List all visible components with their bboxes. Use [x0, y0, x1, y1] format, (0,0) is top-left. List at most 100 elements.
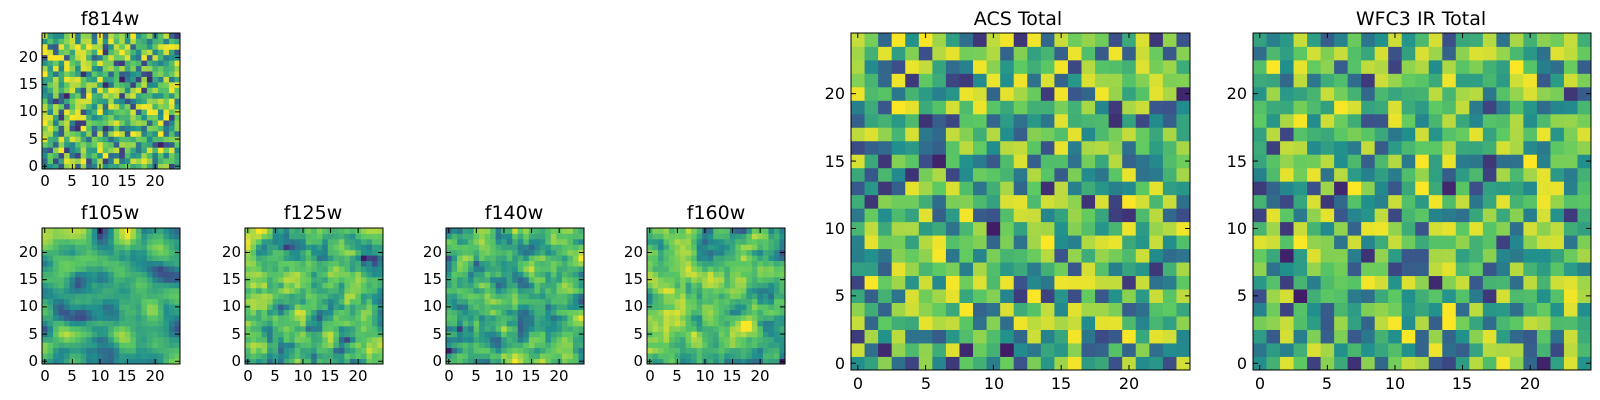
heatmap-cell — [47, 49, 54, 56]
heatmap-cell — [729, 271, 736, 278]
heatmap-cell — [724, 282, 731, 289]
heatmap-cell — [1334, 302, 1349, 317]
heatmap-cell — [479, 304, 486, 310]
heatmap-cell — [1293, 154, 1308, 169]
heatmap-cell — [360, 238, 367, 245]
heatmap-cell — [174, 158, 181, 164]
heatmap-cell — [322, 282, 329, 289]
heatmap-cell — [851, 33, 865, 47]
heatmap-cell — [366, 287, 373, 294]
heatmap-cell — [1176, 140, 1191, 155]
heatmap-cell — [141, 114, 148, 121]
heatmap-cell — [663, 287, 670, 294]
heatmap-cell — [86, 325, 93, 332]
heatmap-cell — [311, 353, 318, 359]
heatmap-cell — [245, 315, 251, 321]
heatmap-cell — [102, 271, 109, 278]
heatmap-cell — [495, 271, 502, 278]
heatmap-cell — [360, 260, 367, 267]
heatmap-cell — [135, 109, 142, 115]
heatmap-cell — [1550, 33, 1565, 47]
heatmap-cell — [146, 287, 153, 294]
heatmap-cell — [53, 49, 59, 56]
heatmap-cell — [130, 266, 137, 272]
heatmap-cell — [113, 358, 120, 365]
heatmap-cell — [146, 109, 153, 115]
heatmap-cell — [696, 260, 703, 267]
heatmap-cell — [47, 114, 54, 121]
heatmap-cell — [75, 293, 82, 300]
heatmap-cell — [674, 238, 681, 245]
heatmap-cell — [523, 298, 530, 305]
heatmap-cell — [163, 276, 170, 283]
heatmap-cell — [113, 238, 120, 245]
heatmap-cell — [113, 103, 120, 110]
heatmap-cell — [58, 315, 65, 321]
heatmap-cell — [685, 331, 692, 338]
heatmap-cell — [108, 309, 115, 316]
heatmap-cell — [473, 282, 480, 289]
heatmap-cell — [1388, 167, 1403, 182]
heatmap-cell — [157, 163, 164, 170]
heatmap-cell — [294, 358, 301, 365]
heatmap-cell — [163, 49, 170, 56]
heatmap-cell — [1388, 113, 1403, 128]
heatmap-cell — [851, 140, 865, 155]
heatmap-cell — [1523, 127, 1538, 142]
heatmap-cell — [658, 342, 664, 349]
heatmap-cell — [294, 304, 301, 310]
heatmap-cell — [658, 228, 664, 234]
heatmap-cell — [545, 287, 552, 294]
heatmap-cell — [1293, 33, 1308, 47]
heatmap-cell — [1027, 208, 1042, 223]
heatmap-cell — [762, 347, 769, 354]
heatmap-cell — [256, 282, 262, 289]
heatmap-cell — [75, 81, 82, 88]
heatmap-cell — [446, 315, 452, 321]
heatmap-cell — [349, 309, 356, 316]
heatmap-cell — [1536, 329, 1551, 344]
heatmap-cell — [1361, 194, 1376, 209]
heatmap-cell — [157, 331, 164, 338]
heatmap-cell — [366, 271, 373, 278]
heatmap-cell — [371, 271, 378, 278]
heatmap-cell — [97, 309, 104, 316]
heatmap-cell — [91, 320, 98, 327]
heatmap-cell — [707, 276, 714, 283]
heatmap-cell — [556, 353, 563, 359]
heatmap-cell — [512, 358, 519, 365]
heatmap-cell — [1054, 275, 1069, 290]
heatmap-cell — [462, 315, 469, 321]
heatmap-cell — [1162, 289, 1177, 303]
heatmap-cell — [42, 60, 48, 67]
heatmap-cell — [102, 71, 109, 77]
heatmap-cell — [278, 309, 285, 316]
heatmap-cell — [58, 255, 65, 262]
heatmap-cell — [572, 276, 579, 283]
heatmap-cell — [462, 266, 469, 272]
heatmap-cell — [1095, 262, 1110, 277]
heatmap-cell — [1320, 86, 1335, 101]
heatmap-cell — [473, 287, 480, 294]
heatmap-cell — [1428, 329, 1443, 344]
y-tick-label: 10 — [825, 219, 845, 238]
heatmap-cell — [102, 228, 109, 234]
heatmap-cell — [713, 336, 720, 343]
heatmap-cell — [1054, 73, 1069, 88]
heatmap-cell — [113, 309, 120, 316]
heatmap-cell — [556, 276, 563, 283]
heatmap-cell — [371, 336, 378, 343]
heatmap-cell — [157, 81, 164, 88]
heatmap-cell — [746, 347, 753, 354]
heatmap-cell — [696, 325, 703, 332]
heatmap-cell — [1280, 235, 1294, 250]
heatmap-cell — [256, 353, 262, 359]
heatmap-cell — [80, 233, 87, 240]
heatmap-cell — [1013, 33, 1028, 47]
heatmap-cell — [267, 325, 273, 332]
heatmap-cell — [757, 298, 764, 305]
heatmap-cell — [1374, 289, 1389, 303]
heatmap-cell — [108, 60, 115, 67]
heatmap-cell — [91, 358, 98, 365]
heatmap-cell — [124, 353, 131, 359]
